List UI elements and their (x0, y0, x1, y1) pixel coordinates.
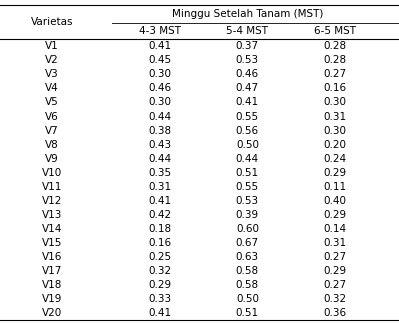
Text: 0.27: 0.27 (324, 280, 347, 290)
Text: 0.38: 0.38 (148, 126, 171, 136)
Text: 0.36: 0.36 (324, 308, 347, 318)
Text: 0.63: 0.63 (236, 252, 259, 262)
Text: 0.47: 0.47 (236, 83, 259, 93)
Text: 0.51: 0.51 (236, 308, 259, 318)
Text: 0.67: 0.67 (236, 238, 259, 248)
Text: 0.55: 0.55 (236, 111, 259, 121)
Text: V1: V1 (45, 41, 59, 51)
Text: 0.28: 0.28 (324, 56, 347, 66)
Text: 0.55: 0.55 (236, 182, 259, 192)
Text: 0.44: 0.44 (148, 111, 171, 121)
Text: V18: V18 (41, 280, 62, 290)
Text: 0.53: 0.53 (236, 56, 259, 66)
Text: 0.41: 0.41 (148, 196, 171, 206)
Text: 0.18: 0.18 (148, 224, 171, 234)
Text: 0.27: 0.27 (324, 69, 347, 79)
Text: Varietas: Varietas (31, 17, 73, 27)
Text: 0.32: 0.32 (148, 266, 171, 276)
Text: 0.50: 0.50 (236, 140, 259, 150)
Text: 0.51: 0.51 (236, 168, 259, 178)
Text: 0.30: 0.30 (148, 69, 171, 79)
Text: V2: V2 (45, 56, 59, 66)
Text: 0.16: 0.16 (148, 238, 171, 248)
Text: 5-4 MST: 5-4 MST (226, 26, 269, 36)
Text: Minggu Setelah Tanam (MST): Minggu Setelah Tanam (MST) (172, 9, 323, 19)
Text: V14: V14 (41, 224, 62, 234)
Text: V10: V10 (42, 168, 62, 178)
Text: V11: V11 (41, 182, 62, 192)
Text: V17: V17 (41, 266, 62, 276)
Text: 0.60: 0.60 (236, 224, 259, 234)
Text: 0.14: 0.14 (324, 224, 347, 234)
Text: V20: V20 (42, 308, 62, 318)
Text: 0.31: 0.31 (324, 238, 347, 248)
Text: 0.29: 0.29 (324, 210, 347, 220)
Text: 0.29: 0.29 (148, 280, 171, 290)
Text: V15: V15 (41, 238, 62, 248)
Text: V6: V6 (45, 111, 59, 121)
Text: 0.58: 0.58 (236, 280, 259, 290)
Text: 0.29: 0.29 (324, 266, 347, 276)
Text: V4: V4 (45, 83, 59, 93)
Text: 0.40: 0.40 (324, 196, 347, 206)
Text: 0.30: 0.30 (324, 98, 347, 108)
Text: V8: V8 (45, 140, 59, 150)
Text: 0.53: 0.53 (236, 196, 259, 206)
Text: 0.43: 0.43 (148, 140, 171, 150)
Text: 0.11: 0.11 (324, 182, 347, 192)
Text: 0.58: 0.58 (236, 266, 259, 276)
Text: 0.37: 0.37 (236, 41, 259, 51)
Text: 0.56: 0.56 (236, 126, 259, 136)
Text: 0.24: 0.24 (324, 153, 347, 163)
Text: 0.46: 0.46 (148, 83, 171, 93)
Text: 0.30: 0.30 (148, 98, 171, 108)
Text: 0.41: 0.41 (148, 308, 171, 318)
Text: 0.35: 0.35 (148, 168, 171, 178)
Text: 0.28: 0.28 (324, 41, 347, 51)
Text: 0.39: 0.39 (236, 210, 259, 220)
Text: 0.25: 0.25 (148, 252, 171, 262)
Text: 0.27: 0.27 (324, 252, 347, 262)
Text: V9: V9 (45, 153, 59, 163)
Text: 0.45: 0.45 (148, 56, 171, 66)
Text: 0.32: 0.32 (324, 294, 347, 304)
Text: 0.41: 0.41 (148, 41, 171, 51)
Text: 0.41: 0.41 (236, 98, 259, 108)
Text: V13: V13 (41, 210, 62, 220)
Text: 0.46: 0.46 (236, 69, 259, 79)
Text: 0.44: 0.44 (148, 153, 171, 163)
Text: 0.33: 0.33 (148, 294, 171, 304)
Text: 0.20: 0.20 (324, 140, 347, 150)
Text: 0.31: 0.31 (148, 182, 171, 192)
Text: 0.42: 0.42 (148, 210, 171, 220)
Text: 0.29: 0.29 (324, 168, 347, 178)
Text: 6-5 MST: 6-5 MST (314, 26, 356, 36)
Text: V16: V16 (41, 252, 62, 262)
Text: V5: V5 (45, 98, 59, 108)
Text: 0.31: 0.31 (324, 111, 347, 121)
Text: 0.30: 0.30 (324, 126, 347, 136)
Text: V7: V7 (45, 126, 59, 136)
Text: 0.44: 0.44 (236, 153, 259, 163)
Text: 0.50: 0.50 (236, 294, 259, 304)
Text: 4-3 MST: 4-3 MST (138, 26, 181, 36)
Text: 0.16: 0.16 (324, 83, 347, 93)
Text: V12: V12 (41, 196, 62, 206)
Text: V19: V19 (41, 294, 62, 304)
Text: V3: V3 (45, 69, 59, 79)
